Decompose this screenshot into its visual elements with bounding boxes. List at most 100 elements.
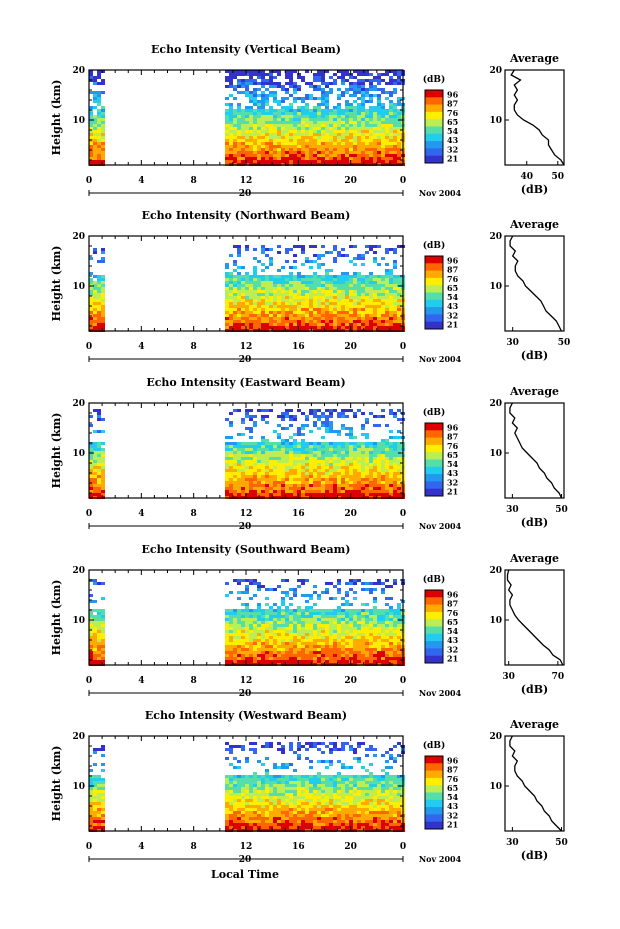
colorbar-tick-label: 96 (447, 423, 459, 433)
colorbar-tick-label: 96 (447, 90, 459, 100)
panel-title: Echo Intensity (Vertical Beam) (151, 43, 341, 56)
colorbar-tick-label: 43 (447, 301, 459, 311)
profile-frame (504, 569, 565, 666)
colorbar-tick-label: 32 (447, 810, 458, 820)
x-tick-label: 20 (344, 509, 357, 519)
colorbar-swatch (425, 756, 443, 764)
day-label: 20 (239, 689, 252, 699)
colorbar-tick-label: 65 (447, 617, 458, 627)
colorbar-swatch (425, 314, 443, 323)
colorbar-tick-label: 87 (447, 765, 458, 775)
colorbar-frame (424, 89, 444, 164)
profile-title: Average (509, 218, 559, 231)
profile-x-label: (dB) (521, 683, 548, 696)
colorbar-tick-label: 21 (447, 319, 458, 329)
colorbar-swatch (425, 799, 443, 808)
profile-title: Average (509, 385, 559, 398)
colorbar-swatch (425, 133, 443, 142)
profile-line (509, 235, 562, 332)
colorbar-tick-label: 65 (447, 283, 458, 293)
x-tick-label: 0 (86, 509, 92, 519)
x-tick-label: 0 (400, 842, 406, 852)
colorbar-swatch (425, 423, 443, 431)
colorbar-swatch (425, 633, 443, 642)
colorbar-tick-label: 76 (447, 108, 459, 118)
colorbar-tick-label: 65 (447, 117, 458, 127)
colorbar-tick-label: 76 (447, 441, 459, 451)
colorbar-swatch (425, 590, 443, 598)
colorbar-unit: (dB) (423, 74, 445, 85)
x-tick-label: 16 (292, 509, 305, 519)
colorbar-tick-label: 54 (447, 626, 459, 636)
colorbar-swatch (425, 821, 443, 830)
panel-1: Echo Intensity (Northward Beam) 10 20 Heigh… (50, 209, 570, 365)
colorbar-tick-label: 32 (447, 144, 458, 154)
colorbar-swatch (425, 155, 443, 164)
x-tick-label: 8 (191, 342, 197, 352)
x-tick-label: 12 (240, 676, 253, 686)
colorbar-swatch (425, 611, 443, 620)
colorbar-swatch (425, 481, 443, 490)
colorbar-swatch (425, 263, 443, 272)
profile-x-tick-label: 30 (506, 338, 519, 348)
profile-line (509, 735, 562, 832)
x-tick-label: 8 (191, 676, 197, 686)
profile-y-tick-label: 10 (489, 616, 502, 626)
x-tick-label: 0 (86, 342, 92, 352)
colorbar-swatch (425, 655, 443, 664)
x-tick-label: 8 (191, 509, 197, 519)
colorbar-tick-label: 43 (447, 135, 459, 145)
x-tick-label: 20 (344, 842, 357, 852)
day-label: 20 (239, 522, 252, 532)
colorbar-swatch (425, 604, 443, 613)
profile-x-label: (dB) (521, 516, 548, 529)
colorbar-tick-label: 96 (447, 590, 459, 600)
colorbar-tick-label: 96 (447, 756, 459, 766)
profile-frame (504, 235, 565, 332)
profile-y-tick-label: 20 (489, 399, 502, 409)
colorbar-swatch (425, 90, 443, 98)
colorbar-unit: (dB) (423, 740, 445, 751)
x-tick-label: 12 (240, 176, 253, 186)
date-label: Nov 2004 (419, 188, 462, 198)
profile-y-tick-label: 10 (489, 116, 502, 126)
x-tick-label: 4 (138, 676, 144, 686)
y-tick-label: 10 (72, 282, 85, 292)
colorbar-swatch (425, 430, 443, 439)
colorbar-tick-label: 32 (447, 477, 458, 487)
day-label: 20 (239, 855, 252, 865)
heatmap-cells (89, 409, 405, 499)
profile-x-tick-label: 70 (552, 672, 565, 682)
profile-title: Average (509, 718, 559, 731)
colorbar-frame (424, 255, 444, 330)
y-axis-label: Height (km) (50, 580, 63, 656)
y-axis-label: Height (km) (50, 246, 63, 322)
colorbar-swatch (425, 270, 443, 279)
heatmap-cells (89, 742, 405, 832)
y-tick-label: 20 (72, 732, 85, 742)
colorbar-swatch (425, 763, 443, 772)
x-tick-label: 16 (292, 842, 305, 852)
profile-x-tick-label: 40 (520, 172, 533, 182)
colorbar-tick-label: 54 (447, 292, 459, 302)
panel-0: Echo Intensity (Vertical Beam) 10 20 Height… (50, 43, 565, 199)
profile-y-tick-label: 20 (489, 566, 502, 576)
profile-frame (504, 735, 565, 832)
colorbar-frame (424, 589, 444, 664)
colorbar-tick-label: 54 (447, 792, 459, 802)
colorbar-swatch (425, 299, 443, 308)
colorbar-swatch (425, 459, 443, 468)
profile-x-tick-label: 30 (506, 505, 519, 515)
colorbar-tick-label: 43 (447, 468, 459, 478)
colorbar-swatch (425, 111, 443, 120)
day-label: 20 (239, 355, 252, 365)
y-tick-label: 20 (72, 566, 85, 576)
colorbar-swatch (425, 466, 443, 475)
x-tick-label: 0 (86, 676, 92, 686)
date-label: Nov 2004 (419, 688, 462, 698)
day-label: 20 (239, 189, 252, 199)
colorbar-swatch (425, 444, 443, 453)
colorbar-frame (424, 422, 444, 497)
x-tick-label: 16 (292, 342, 305, 352)
profile-y-tick-label: 10 (489, 782, 502, 792)
